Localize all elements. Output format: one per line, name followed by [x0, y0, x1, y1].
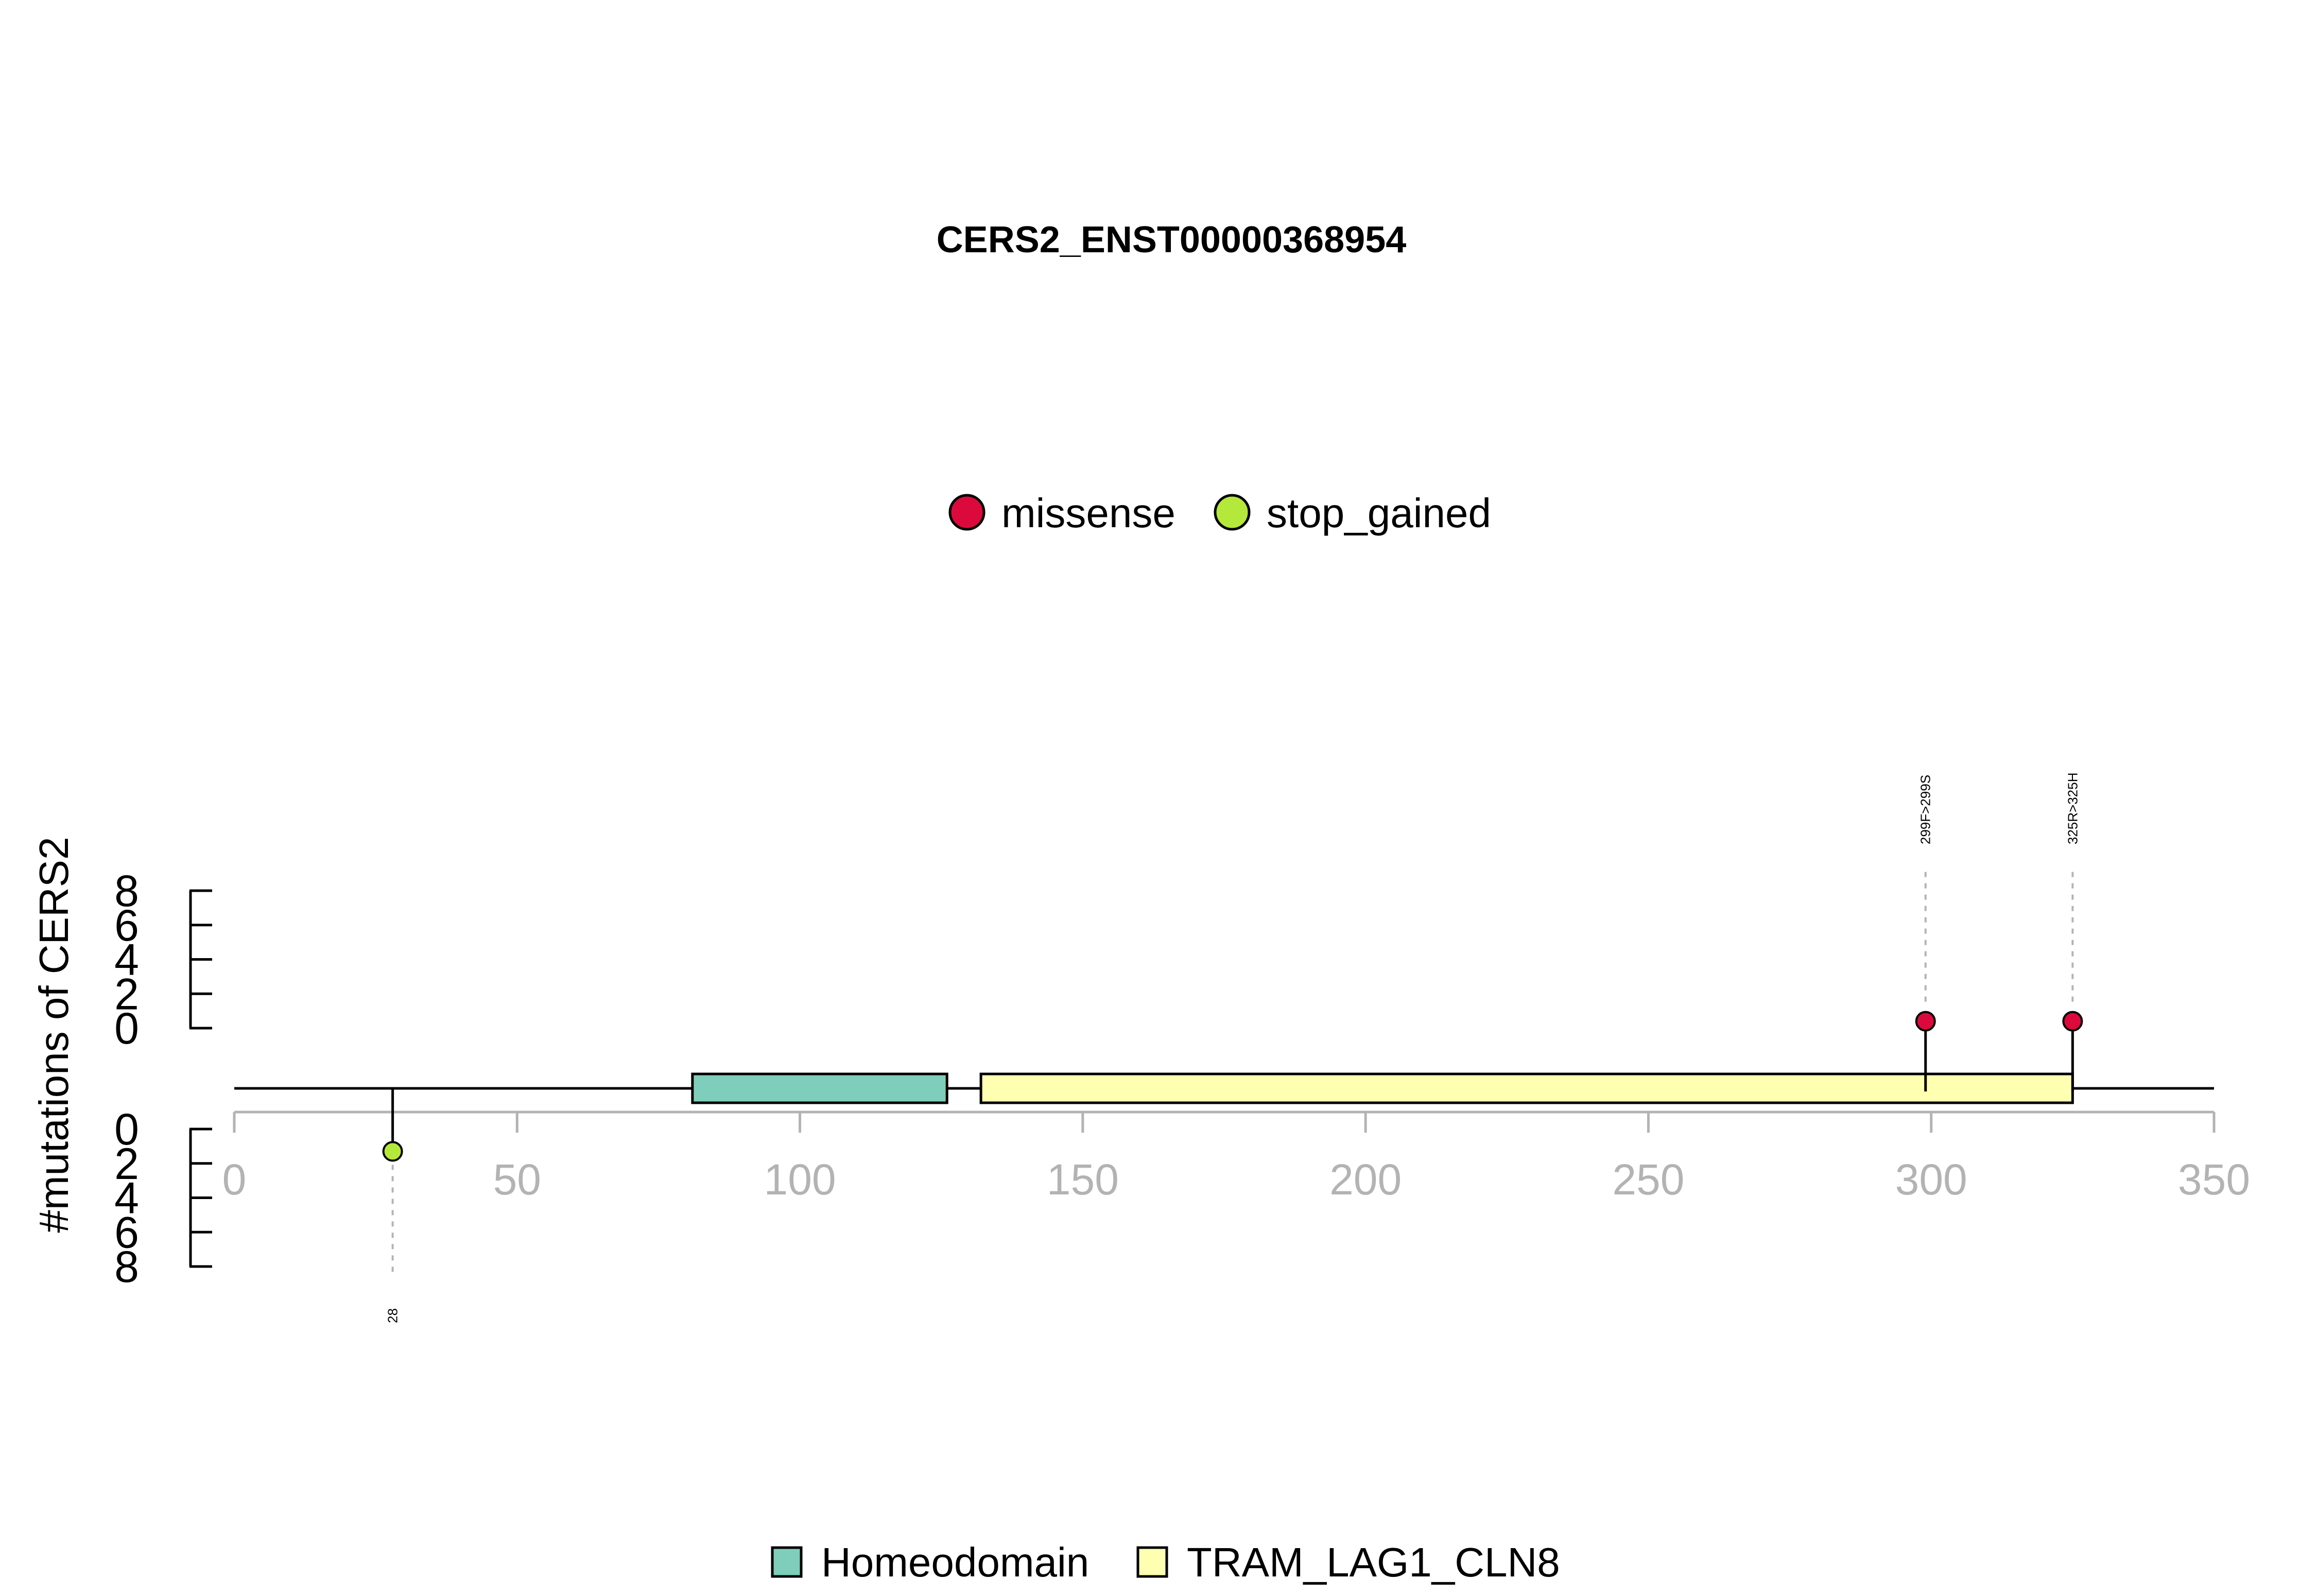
mutation-missense: 299F>299S: [1915, 775, 1936, 1091]
mutation-stop_gained: 28: [382, 1088, 403, 1323]
protein-domains: [691, 1072, 2074, 1104]
y-tick-label-upper: 6: [114, 901, 139, 950]
x-tick-label: 250: [1612, 1155, 1684, 1204]
domain-homeodomain: [691, 1072, 948, 1104]
y-tick-label-upper: 0: [114, 1004, 139, 1053]
legend-label-tram-lag1-cln8: TRAM_LAG1_CLN8: [1187, 1539, 1560, 1585]
legend-swatch-tram-lag1-cln8: [1136, 1546, 1168, 1578]
legend-label-stop-gained: stop_gained: [1267, 490, 1491, 536]
mutation-label: 299F>299S: [1918, 775, 1933, 844]
y-tick-label-lower: 0: [114, 1105, 139, 1154]
legend-swatch-homeodomain: [771, 1546, 803, 1578]
y-tick-label-lower: 4: [114, 1174, 139, 1223]
x-tick-label: 50: [493, 1155, 541, 1204]
x-tick-label: 200: [1329, 1155, 1402, 1204]
y-axis-label: #mutations of CERS2: [31, 837, 77, 1233]
chart-title: CERS2_ENST00000368954: [937, 219, 1407, 261]
y-tick-label-lower: 6: [114, 1208, 139, 1257]
mutation-missense: 325R>325H: [2062, 772, 2083, 1091]
legend-marker-stop-gained: [1214, 494, 1251, 531]
legend-label-missense: missense: [1001, 490, 1175, 536]
legend-label-homeodomain: Homeodomain: [821, 1539, 1089, 1585]
x-tick-label: 0: [222, 1155, 247, 1204]
mutation-lollipops: 28 299F>299S 325R>325H: [382, 772, 2083, 1323]
lollipop-head: [1915, 1011, 1936, 1032]
lollipop-head: [2062, 1011, 2083, 1032]
domain-legend: Homeodomain TRAM_LAG1_CLN8: [771, 1539, 1560, 1585]
y-tick-label-upper: 8: [114, 866, 139, 916]
x-tick-label: 150: [1047, 1155, 1119, 1204]
x-axis: 0 50 100 150 200 250 300 350: [222, 1111, 2250, 1204]
y-tick-label-lower: 8: [114, 1242, 139, 1292]
x-tick-label: 100: [764, 1155, 836, 1204]
mutation-label: 325R>325H: [2065, 772, 2080, 844]
legend-marker-missense: [948, 494, 985, 531]
x-tick-label: 350: [2178, 1155, 2250, 1204]
mutation-label: 28: [385, 1308, 401, 1323]
y-tick-label-upper: 2: [114, 969, 139, 1019]
mutation-legend: missense stop_gained: [948, 490, 1491, 536]
x-tick-label: 300: [1895, 1155, 1967, 1204]
domain-tram-lag1-cln8: [979, 1072, 2074, 1104]
y-tick-label-lower: 2: [114, 1139, 139, 1189]
lollipop-head: [382, 1141, 403, 1162]
y-tick-label-upper: 4: [114, 935, 139, 985]
